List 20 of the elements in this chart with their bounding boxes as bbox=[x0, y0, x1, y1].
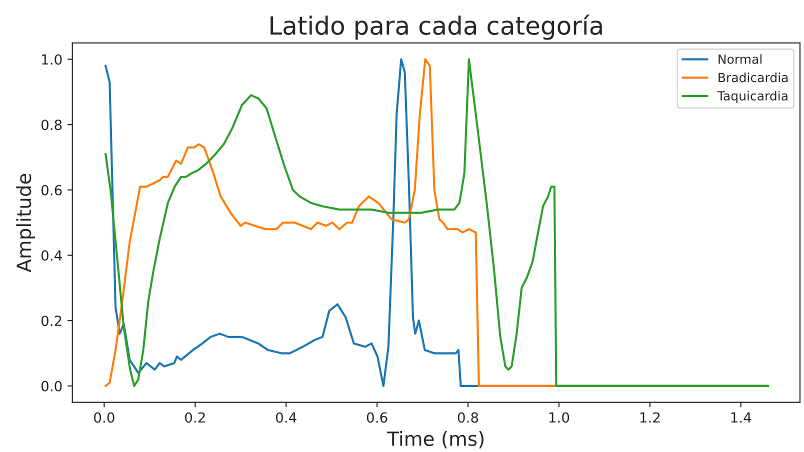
x-tick-label: 0.2 bbox=[185, 412, 205, 423]
legend-label: Normal bbox=[718, 54, 762, 64]
x-tick-label: 1.0 bbox=[549, 412, 570, 423]
y-tick-label: 0.0 bbox=[41, 380, 62, 392]
x-tick-label: 1.4 bbox=[731, 412, 752, 423]
x-tick-label: 0.8 bbox=[458, 412, 478, 423]
legend-label: Taquicardia bbox=[717, 90, 788, 103]
x-axis-title: Time (ms) bbox=[387, 431, 484, 448]
y-tick-label: 0.6 bbox=[41, 184, 62, 196]
x-tick-label: 0.4 bbox=[276, 412, 296, 423]
x-tick-label: 0.0 bbox=[94, 412, 114, 423]
x-tick-label: 1.2 bbox=[640, 412, 660, 423]
y-tick-label: 0.2 bbox=[41, 316, 62, 326]
x-tick-label: 0.6 bbox=[366, 412, 388, 423]
y-tick-label: 0.8 bbox=[41, 120, 62, 130]
chart-title: Latido para cada categoría bbox=[270, 14, 602, 40]
y-tick-label: 1.0 bbox=[42, 54, 62, 65]
y-tick-label: 0.4 bbox=[41, 250, 62, 261]
legend-label: Bradicardia bbox=[718, 72, 788, 82]
y-axis-title: Amplitude bbox=[16, 174, 35, 272]
